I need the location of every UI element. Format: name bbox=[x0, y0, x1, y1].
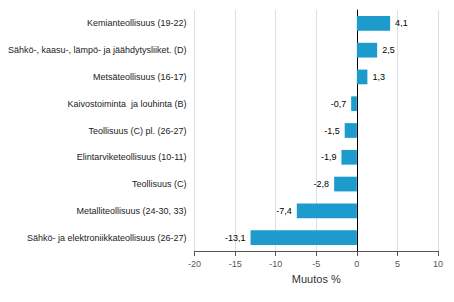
svg-text:5: 5 bbox=[395, 259, 400, 269]
svg-text:-1,5: -1,5 bbox=[324, 126, 340, 136]
svg-text:1,3: 1,3 bbox=[372, 72, 385, 82]
svg-text:-2,8: -2,8 bbox=[314, 179, 330, 189]
svg-text:-20: -20 bbox=[188, 259, 201, 269]
svg-text:4,1: 4,1 bbox=[395, 18, 408, 28]
svg-text:Sähkö-, kaasu-, lämpö- ja jääh: Sähkö-, kaasu-, lämpö- ja jäähdytysliike… bbox=[8, 45, 187, 55]
svg-text:Sähkö- ja elektroniikkateollis: Sähkö- ja elektroniikkateollisuus (26-27… bbox=[27, 233, 187, 243]
svg-text:-13,1: -13,1 bbox=[225, 233, 246, 243]
svg-text:Kaivostoiminta ja louhinta (B: Kaivostoiminta ja louhinta (B) bbox=[68, 99, 187, 109]
svg-text:-0,7: -0,7 bbox=[331, 99, 347, 109]
svg-text:-10: -10 bbox=[269, 259, 282, 269]
svg-text:10: 10 bbox=[433, 259, 443, 269]
svg-text:Teollisuus (C): Teollisuus (C) bbox=[132, 179, 187, 189]
svg-text:-7,4: -7,4 bbox=[276, 206, 292, 216]
svg-text:0: 0 bbox=[354, 259, 359, 269]
svg-text:2,5: 2,5 bbox=[382, 45, 395, 55]
svg-text:-5: -5 bbox=[312, 259, 320, 269]
svg-text:Metalliteollisuus (24-30, 33): Metalliteollisuus (24-30, 33) bbox=[77, 206, 187, 216]
svg-text:-15: -15 bbox=[229, 259, 242, 269]
svg-text:-1,9: -1,9 bbox=[321, 152, 337, 162]
svg-text:Muutos %: Muutos % bbox=[292, 273, 341, 285]
svg-text:Teollisuus (C) pl. (26-27): Teollisuus (C) pl. (26-27) bbox=[89, 126, 187, 136]
svg-text:Metsäteollisuus (16-17): Metsäteollisuus (16-17) bbox=[93, 72, 187, 82]
svg-text:Kemianteollisuus (19-22): Kemianteollisuus (19-22) bbox=[87, 18, 187, 28]
svg-text:Elintarviketeollisuus (10-11): Elintarviketeollisuus (10-11) bbox=[77, 152, 187, 162]
